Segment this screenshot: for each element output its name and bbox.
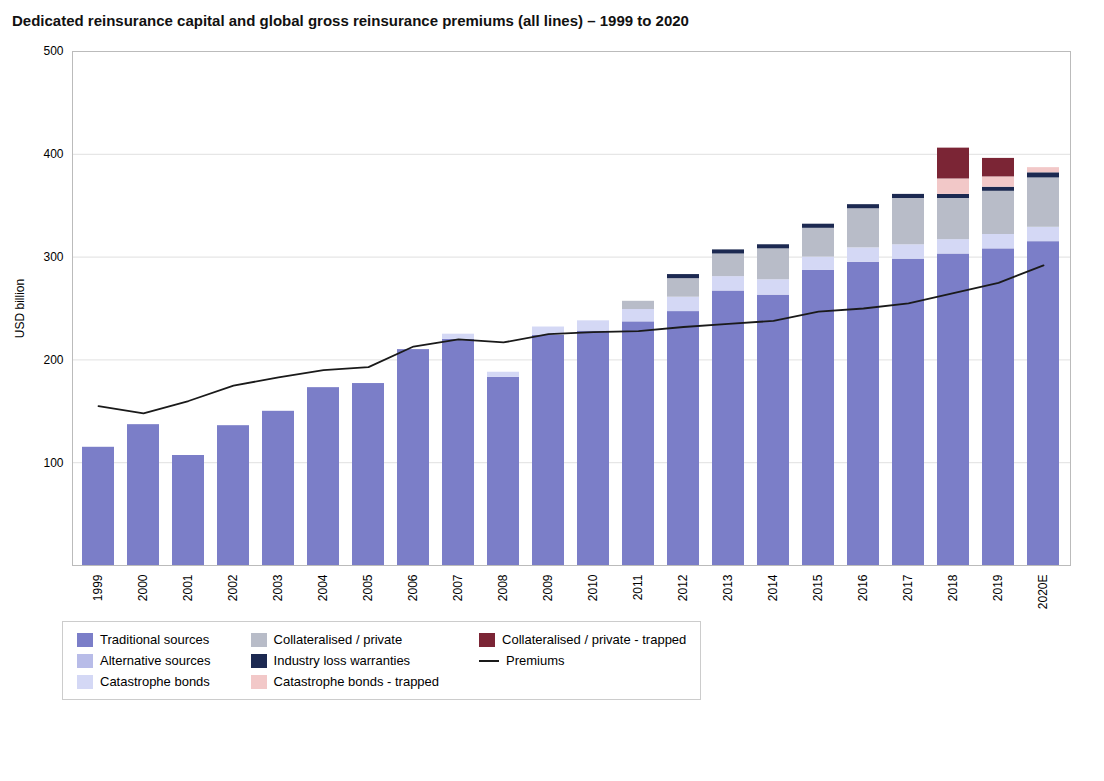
svg-text:2000: 2000 — [136, 574, 150, 601]
svg-text:2004: 2004 — [316, 574, 330, 601]
svg-text:2019: 2019 — [991, 574, 1005, 601]
html-text:Premiums: Premiums — [506, 653, 565, 668]
svg-text:2011: 2011 — [631, 574, 645, 600]
svg-text:2018: 2018 — [946, 574, 960, 601]
svg-text:2014: 2014 — [766, 574, 780, 601]
svg-text:200: 200 — [43, 353, 63, 367]
svg-text:2001: 2001 — [181, 574, 195, 601]
svg-text:2016: 2016 — [856, 574, 870, 601]
svg-text:400: 400 — [43, 147, 63, 161]
svg-text:2003: 2003 — [271, 574, 285, 601]
svg-text:100: 100 — [43, 456, 63, 470]
svg-text:2008: 2008 — [496, 574, 510, 601]
svg-text:USD billion: USD billion — [13, 279, 27, 338]
svg-text:2009: 2009 — [541, 574, 555, 601]
html-text:Industry loss warranties: Industry loss warranties — [273, 653, 411, 668]
svg-text:2010: 2010 — [586, 574, 600, 601]
html-text:Collateralised / private - tra: Collateralised / private - trapped — [502, 632, 687, 647]
svg-text:2015: 2015 — [811, 574, 825, 601]
svg-text:500: 500 — [43, 44, 63, 58]
svg-text:300: 300 — [43, 250, 63, 264]
svg-text:2002: 2002 — [226, 574, 240, 601]
html-text:Catastrophe bonds: Catastrophe bonds — [100, 674, 210, 689]
svg-text:2020E: 2020E — [1036, 575, 1050, 610]
svg-text:2017: 2017 — [901, 574, 915, 601]
html-text:Dedicated reinsurance capital: Dedicated reinsurance capital and global… — [12, 12, 689, 29]
svg-text:2012: 2012 — [676, 574, 690, 601]
html-text:Catastrophe bonds - trapped: Catastrophe bonds - trapped — [273, 674, 440, 689]
svg-text:2007: 2007 — [451, 574, 465, 601]
svg-text:2013: 2013 — [721, 574, 735, 601]
html-text:Traditional sources: Traditional sources — [100, 632, 210, 647]
svg-text:2006: 2006 — [406, 574, 420, 601]
svg-text:1999: 1999 — [91, 574, 105, 601]
html-text:Alternative sources: Alternative sources — [100, 653, 211, 668]
html-text:Collateralised / private: Collateralised / private — [273, 632, 403, 647]
svg-text:2005: 2005 — [361, 574, 375, 601]
